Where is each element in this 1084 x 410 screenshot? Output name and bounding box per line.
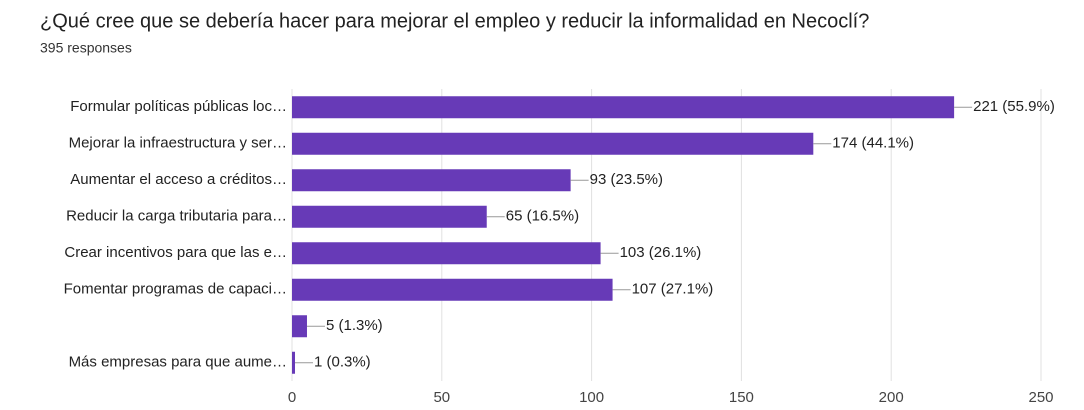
bar (292, 351, 295, 374)
y-tick-label: Reducir la carga tributaria para… (66, 208, 287, 225)
value-label: 5 (1.3%) (326, 317, 383, 334)
bar (292, 278, 613, 301)
x-tick-label: 0 (288, 389, 296, 406)
chart-subtitle: 395 responses (40, 40, 132, 56)
chart-title: ¿Qué cree que se debería hacer para mejo… (40, 10, 869, 32)
x-tick-label: 150 (729, 389, 754, 406)
y-tick-label: Mejorar la infraestructura y ser… (69, 135, 287, 152)
y-tick-label: Formular políticas públicas loc… (70, 98, 287, 115)
bar (292, 242, 601, 265)
value-label: 93 (23.5%) (590, 171, 663, 188)
bar (292, 169, 571, 192)
x-tick-label: 50 (433, 389, 450, 406)
x-tick-label: 250 (1028, 389, 1053, 406)
value-label: 1 (0.3%) (314, 354, 371, 371)
x-tick-label: 200 (879, 389, 904, 406)
value-label: 65 (16.5%) (506, 208, 579, 225)
value-label: 107 (27.1%) (632, 281, 714, 298)
y-tick-label: Más empresas para que aume… (69, 354, 287, 371)
bar (292, 205, 487, 228)
bar (292, 96, 955, 119)
y-tick-label: Crear incentivos para que las e… (64, 244, 287, 261)
bar (292, 315, 307, 338)
y-tick-label: Aumentar el acceso a créditos… (70, 171, 287, 188)
y-tick-label: Fomentar programas de capaci… (64, 281, 287, 298)
value-label: 221 (55.9%) (973, 98, 1055, 115)
value-label: 103 (26.1%) (620, 244, 702, 261)
value-label: 174 (44.1%) (832, 135, 914, 152)
x-tick-label: 100 (579, 389, 604, 406)
bar (292, 132, 814, 155)
